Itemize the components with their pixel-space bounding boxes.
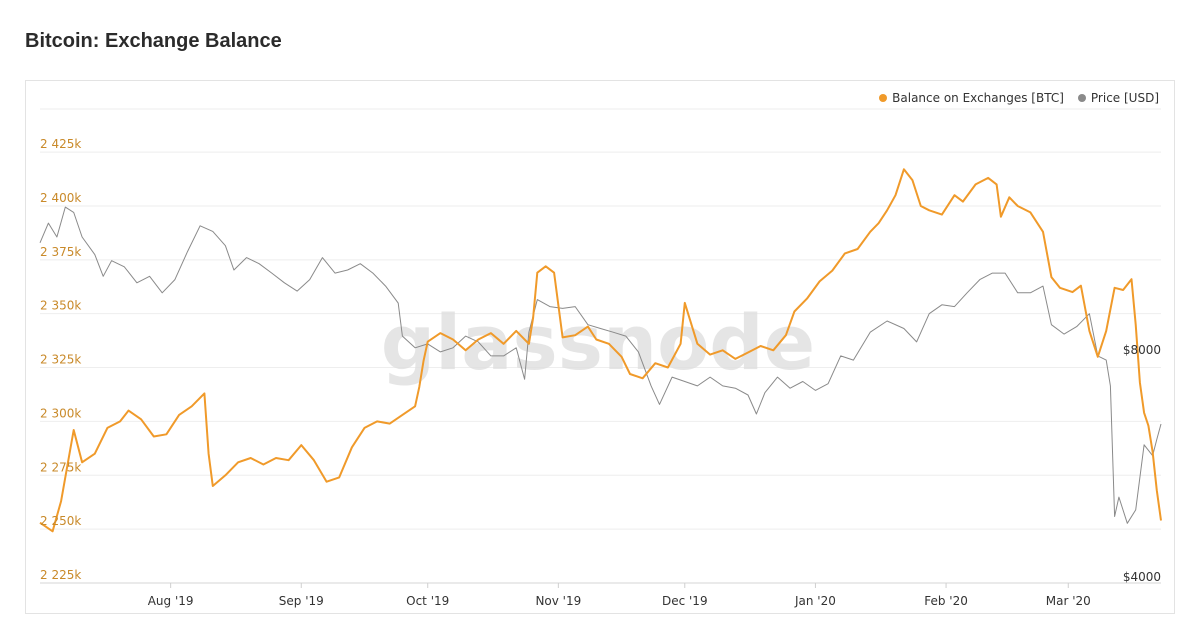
x-tick-label: Jan '20 xyxy=(794,594,836,608)
left-axis-label: 2 350k xyxy=(40,299,81,313)
left-axis-label: 2 325k xyxy=(40,353,81,367)
x-tick-label: Aug '19 xyxy=(148,594,194,608)
right-axis-label: $8000 xyxy=(1123,343,1161,357)
page-title: Bitcoin: Exchange Balance xyxy=(25,30,282,52)
legend-label-price: Price [USD] xyxy=(1090,91,1159,105)
legend-label-balance: Balance on Exchanges [BTC] xyxy=(892,91,1064,105)
legend-item-balance[interactable]: Balance on Exchanges [BTC] xyxy=(879,91,1064,105)
legend-dot-price xyxy=(1077,94,1086,102)
price-series xyxy=(39,206,1162,524)
left-axis: 2 225k 2 250k 2 275k 2 300k 2 325k 2 350k 2 37… xyxy=(40,137,81,582)
x-tick-label: Mar '20 xyxy=(1046,594,1091,608)
left-axis-label: 2 300k xyxy=(40,406,81,420)
legend-item-price[interactable]: Price [USD] xyxy=(1077,91,1159,105)
grid-lines xyxy=(40,108,1161,584)
chart-svg: glassnode 2 225k 2 250k 2 275k 2 300k 2 325k… xyxy=(39,108,1162,608)
balance-line xyxy=(39,168,1162,533)
balance-series xyxy=(39,168,1162,533)
x-tick-label: Sep '19 xyxy=(279,594,324,608)
left-axis-label: 2 375k xyxy=(40,245,81,259)
chart-card: glassnode 2 225k 2 250k 2 275k 2 300k 2 325k… xyxy=(25,80,1175,614)
right-axis: $4000 $8000 xyxy=(1123,343,1161,584)
right-axis-label: $4000 xyxy=(1123,570,1161,584)
watermark-text: glassnode xyxy=(381,298,815,387)
chart-legend: Balance on Exchanges [BTC] Price [USD] xyxy=(879,91,1159,105)
price-line xyxy=(39,206,1162,524)
legend-dot-balance xyxy=(879,94,888,102)
x-tick-label: Oct '19 xyxy=(406,594,449,608)
left-axis-label: 2 275k xyxy=(40,460,81,474)
left-axis-label: 2 425k xyxy=(40,137,81,151)
left-axis-label: 2 250k xyxy=(40,514,81,528)
x-tick-label: Feb '20 xyxy=(924,594,968,608)
left-axis-label: 2 400k xyxy=(40,191,81,205)
left-axis-label: 2 225k xyxy=(40,568,81,582)
x-axis: Aug '19 Sep '19 Oct '19 Nov '19 Dec '19 Jan '… xyxy=(40,582,1161,608)
x-tick-label: Dec '19 xyxy=(662,594,708,608)
x-tick-label: Nov '19 xyxy=(535,594,581,608)
